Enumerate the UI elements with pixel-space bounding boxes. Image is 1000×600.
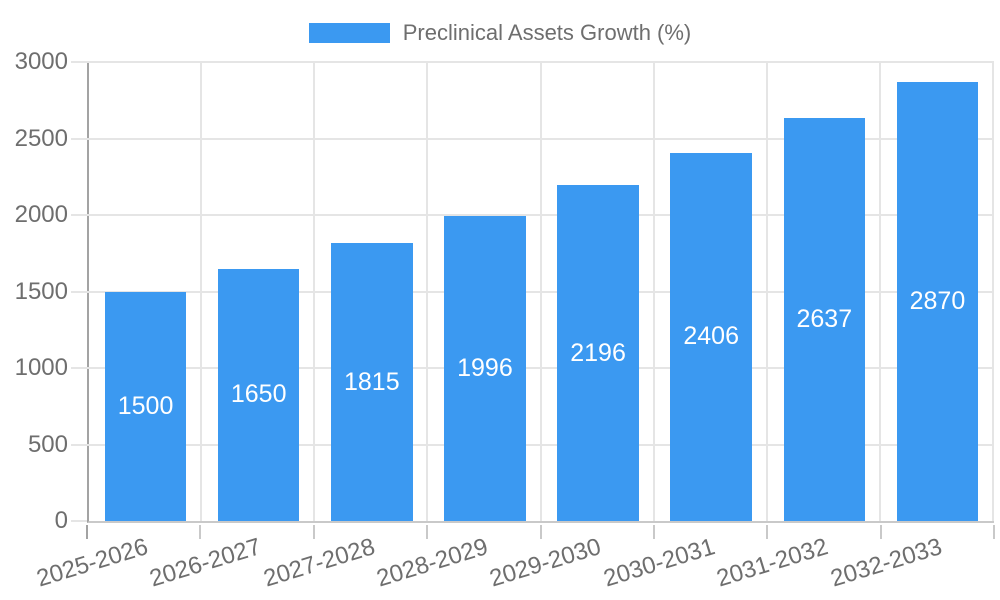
bar[interactable]: 1996: [444, 215, 526, 521]
bar-series: 1500 1650 1815 1996 2196 2406 2637 2870: [89, 62, 994, 521]
bar-slot: 1650: [202, 62, 315, 521]
bar-value-label: 2870: [909, 286, 966, 315]
bar[interactable]: 1815: [331, 243, 413, 521]
bar-value-label: 1650: [230, 380, 287, 409]
x-tick-mark: [539, 525, 542, 539]
x-tick-mark: [86, 525, 88, 539]
y-axis-tick-label: 2000: [14, 201, 68, 228]
bar-slot: 2637: [768, 62, 881, 521]
x-axis-tick-label: 2028-2029: [373, 533, 492, 593]
y-axis-tick-label: 3000: [14, 48, 68, 75]
x-tick-mark: [199, 525, 202, 539]
x-tick-mark: [766, 525, 769, 539]
bar-slot: 2406: [655, 62, 768, 521]
bar-slot: 2870: [881, 62, 994, 521]
x-tick-mark: [312, 525, 315, 539]
y-axis-tick-label: 500: [27, 430, 68, 458]
x-tick-mark: [993, 525, 995, 539]
gridline-horizontal: [73, 137, 994, 140]
gridline-vertical: [200, 62, 203, 521]
y-axis-tick-label: 1500: [14, 277, 68, 305]
legend[interactable]: Preclinical Assets Growth (%): [0, 22, 1000, 44]
gridline-vertical: [765, 62, 768, 521]
bar-value-label: 2637: [796, 304, 853, 333]
x-tick-mark: [652, 525, 655, 539]
x-axis-tick-label: 2030-2031: [600, 533, 718, 593]
gridline-vertical: [313, 62, 316, 521]
bar[interactable]: 2637: [783, 117, 866, 521]
x-axis-tick-label: 2032-2033: [826, 533, 945, 593]
gridline-vertical: [426, 62, 429, 521]
bar-value-label: 1500: [117, 391, 174, 420]
y-axis: 0 500 1000 1500 2000 2500 3000: [0, 50, 87, 533]
legend-label: Preclinical Assets Growth (%): [402, 20, 692, 45]
gridlines: [73, 61, 994, 521]
bar-value-label: 1815: [344, 367, 400, 396]
bar-value-label: 2406: [683, 322, 739, 351]
x-axis-tick-label: 2031-2032: [713, 533, 832, 593]
legend-swatch-icon: [308, 23, 390, 43]
x-axis: 2025-2026 2026-2027 2027-2028 2028-2029 2029…: [33, 525, 995, 600]
y-tick-mark: [71, 520, 87, 522]
bar-value-label: 2196: [570, 338, 626, 367]
x-axis-tick-label: 2029-2030: [486, 533, 605, 593]
y-axis-tick-label: 1000: [14, 354, 68, 381]
gridline-vertical: [539, 62, 542, 521]
plot-area: 1500 1650 1815 1996 2196 2406 2637 2870: [73, 61, 994, 523]
bar[interactable]: 2196: [557, 185, 639, 521]
gridline-vertical: [878, 62, 881, 521]
y-axis-tick-label: 2500: [14, 124, 68, 152]
bar-slot: 1815: [315, 62, 428, 521]
x-tick-mark: [426, 525, 429, 539]
bar[interactable]: 2870: [896, 81, 979, 521]
bar[interactable]: 1650: [217, 268, 300, 521]
x-axis-tick-label: 2025-2026: [33, 533, 151, 593]
gridline-horizontal: [73, 367, 994, 369]
y-axis-tick-label: 0: [54, 507, 68, 534]
gridline-vertical: [992, 62, 994, 521]
bar-slot: 1500: [89, 62, 202, 521]
x-tick-mark: [879, 525, 882, 539]
bar[interactable]: 1500: [104, 291, 187, 521]
x-axis-tick-label: 2027-2028: [260, 533, 378, 593]
gridline-horizontal: [73, 61, 994, 63]
bar-slot: 1996: [428, 62, 541, 521]
gridline-vertical: [652, 62, 655, 521]
gridline-horizontal: [73, 443, 994, 446]
x-axis-tick-label: 2026-2027: [146, 533, 265, 593]
gridline-horizontal: [73, 214, 994, 216]
gridline-horizontal: [73, 290, 994, 293]
bar-slot: 2196: [542, 62, 655, 521]
bar[interactable]: 2406: [670, 152, 752, 521]
bar-value-label: 1996: [457, 353, 513, 382]
